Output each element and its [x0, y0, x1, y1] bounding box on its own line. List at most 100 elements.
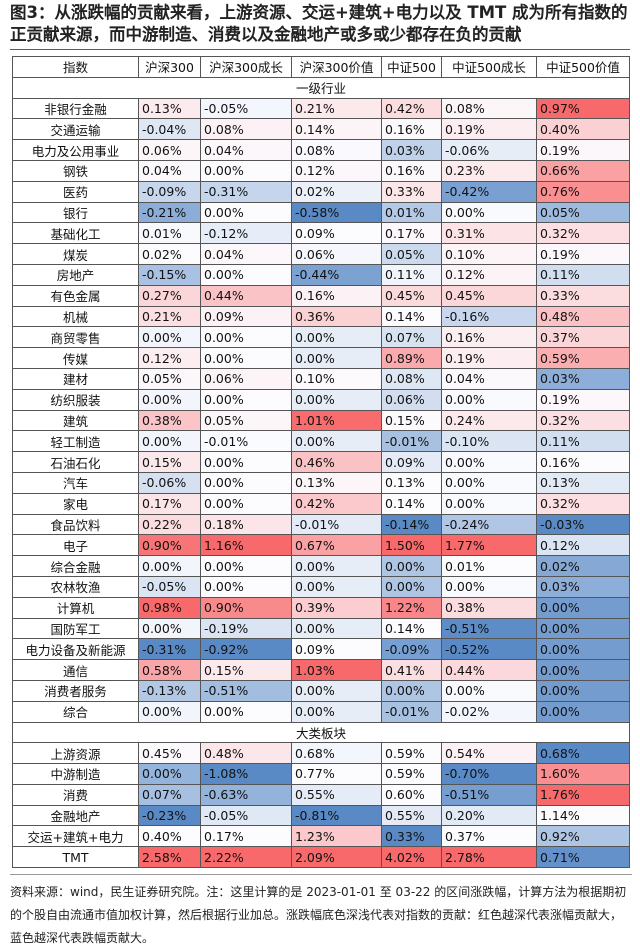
- value-cell: 0.00%: [200, 201, 292, 224]
- row-label: 钢铁: [12, 159, 139, 182]
- value-cell: 1.03%: [291, 659, 382, 681]
- row-label: 医药: [12, 180, 139, 203]
- data-row: 电子 0.90% 1.16% 0.67% 1.50% 1.77% 0.12%: [12, 534, 630, 557]
- value-cell: 0.00%: [536, 659, 630, 681]
- row-label: 有色金属: [12, 284, 139, 307]
- value-cell: -0.04%: [138, 118, 201, 141]
- section-row: 大类板块: [12, 721, 630, 744]
- value-cell: -0.19%: [200, 617, 292, 640]
- value-cell: 0.41%: [381, 659, 442, 681]
- value-cell: 0.00%: [441, 451, 537, 473]
- value-cell: -0.06%: [441, 139, 537, 161]
- value-cell: 0.98%: [138, 596, 201, 619]
- data-row: 机械 0.21% 0.09% 0.36% 0.14% -0.16% 0.48%: [12, 305, 630, 328]
- value-cell: 0.71%: [536, 846, 630, 869]
- value-cell: 0.76%: [536, 180, 630, 203]
- value-cell: 0.59%: [381, 763, 442, 785]
- value-cell: 0.40%: [138, 825, 201, 848]
- data-row: 建筑 0.38% 0.05% 1.01% 0.15% 0.24% 0.32%: [12, 409, 630, 432]
- value-cell: -0.10%: [441, 430, 537, 453]
- value-cell: 0.00%: [291, 326, 382, 349]
- value-cell: 0.00%: [381, 575, 442, 598]
- value-cell: 0.00%: [200, 326, 292, 349]
- value-cell: -0.05%: [200, 97, 292, 120]
- row-label: 通信: [12, 659, 139, 681]
- value-cell: 0.38%: [138, 409, 201, 432]
- value-cell: 1.22%: [381, 596, 442, 619]
- value-cell: 0.06%: [138, 139, 201, 161]
- value-cell: 0.00%: [536, 617, 630, 640]
- value-cell: 0.58%: [138, 659, 201, 681]
- value-cell: 0.00%: [200, 575, 292, 598]
- value-cell: -0.70%: [441, 763, 537, 785]
- value-cell: 0.00%: [200, 700, 292, 723]
- row-label: 家电: [12, 492, 139, 515]
- value-cell: 0.00%: [200, 263, 292, 286]
- value-cell: 0.37%: [441, 825, 537, 848]
- row-label: 综合金融: [12, 555, 139, 577]
- value-cell: -0.05%: [200, 804, 292, 827]
- row-label: TMT: [12, 846, 139, 869]
- column-header: 沪深300成长: [200, 56, 292, 78]
- data-row: 基础化工 0.01% -0.12% 0.09% 0.17% 0.31% 0.32%: [12, 222, 630, 245]
- value-cell: -0.24%: [441, 513, 537, 536]
- value-cell: 0.22%: [138, 513, 201, 536]
- value-cell: 0.90%: [200, 596, 292, 619]
- row-label: 煤炭: [12, 243, 139, 265]
- data-row: 纺织服装 0.00% 0.00% 0.00% 0.06% 0.00% 0.19%: [12, 388, 630, 411]
- value-cell: 0.00%: [291, 700, 382, 723]
- row-label: 汽车: [12, 471, 139, 494]
- data-row: 消费 0.07% -0.63% 0.55% 0.60% -0.51% 1.76%: [12, 783, 630, 806]
- value-cell: -0.52%: [441, 638, 537, 661]
- data-row: 传媒 0.12% 0.00% 0.00% 0.89% 0.19% 0.59%: [12, 347, 630, 369]
- value-cell: 0.08%: [200, 118, 292, 141]
- value-cell: 0.05%: [381, 243, 442, 265]
- value-cell: 0.00%: [200, 451, 292, 473]
- value-cell: 0.32%: [536, 409, 630, 432]
- value-cell: 0.21%: [138, 305, 201, 328]
- value-cell: 1.14%: [536, 804, 630, 827]
- data-row: 建材 0.05% 0.06% 0.10% 0.08% 0.04% 0.03%: [12, 367, 630, 390]
- value-cell: 0.00%: [291, 388, 382, 411]
- value-cell: -0.81%: [291, 804, 382, 827]
- data-row: 消费者服务 -0.13% -0.51% 0.00% 0.00% 0.00% 0.00%: [12, 679, 630, 702]
- data-row: 轻工制造 0.00% -0.01% 0.00% -0.01% -0.10% 0.11%: [12, 430, 630, 453]
- data-row: 农林牧渔 -0.05% 0.00% 0.00% 0.00% 0.00% 0.03%: [12, 575, 630, 598]
- row-label: 交运+建筑+电力: [12, 825, 139, 848]
- title-rule: [10, 49, 630, 50]
- title: 图3：从涨跌幅的贡献来看，上游资源、交运+建筑+电力以及 TMT 成为所有指数的…: [10, 3, 628, 44]
- value-cell: 0.07%: [138, 783, 201, 806]
- data-row: 商贸零售 0.00% 0.00% 0.00% 0.07% 0.16% 0.37%: [12, 326, 630, 349]
- value-cell: 0.00%: [536, 679, 630, 702]
- value-cell: 4.02%: [381, 846, 442, 869]
- value-cell: 0.12%: [536, 534, 630, 557]
- value-cell: 0.02%: [138, 243, 201, 265]
- value-cell: -0.42%: [441, 180, 537, 203]
- value-cell: 0.13%: [291, 471, 382, 494]
- value-cell: 0.66%: [536, 159, 630, 182]
- value-cell: 0.05%: [138, 367, 201, 390]
- row-label: 石油石化: [12, 451, 139, 473]
- contribution-table: 指数 沪深300 沪深300成长 沪深300价值 中证500 中证500成长 中证500价值…: [12, 56, 630, 869]
- row-label: 电力及公用事业: [12, 139, 139, 161]
- value-cell: 0.45%: [441, 284, 537, 307]
- value-cell: 0.89%: [381, 347, 442, 369]
- value-cell: 0.00%: [291, 679, 382, 702]
- value-cell: 0.19%: [536, 388, 630, 411]
- value-cell: 0.06%: [200, 367, 292, 390]
- row-label: 机械: [12, 305, 139, 328]
- value-cell: 0.92%: [536, 825, 630, 848]
- value-cell: 0.48%: [200, 742, 292, 765]
- value-cell: 0.14%: [291, 118, 382, 141]
- data-row: 电力及公用事业 0.06% 0.04% 0.08% 0.03% -0.06% 0.19%: [12, 139, 630, 161]
- value-cell: 0.00%: [291, 430, 382, 453]
- value-cell: 0.00%: [291, 617, 382, 640]
- value-cell: 0.16%: [291, 284, 382, 307]
- value-cell: 0.59%: [536, 347, 630, 369]
- value-cell: -0.31%: [200, 180, 292, 203]
- value-cell: 0.19%: [441, 347, 537, 369]
- value-cell: -0.44%: [291, 263, 382, 286]
- value-cell: 0.00%: [200, 471, 292, 494]
- column-header: 中证500成长: [441, 56, 537, 78]
- value-cell: 0.11%: [381, 263, 442, 286]
